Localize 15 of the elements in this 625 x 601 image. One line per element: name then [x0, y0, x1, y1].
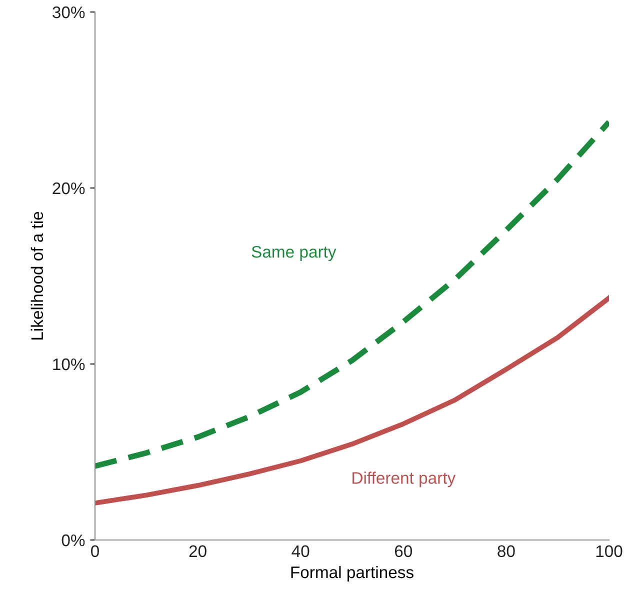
x-tick-label: 40	[292, 545, 310, 558]
x-tick-label: 100	[596, 545, 622, 558]
y-tick-label: 10%	[53, 358, 85, 370]
x-tick-label: 0	[91, 545, 99, 558]
x-tick-label: 60	[394, 545, 412, 558]
y-tick-label: 30%	[52, 6, 85, 18]
y-tick-label: 0%	[62, 534, 85, 546]
y-tick-label: 20%	[52, 182, 85, 194]
series-label: Different party	[352, 472, 456, 488]
x-tick-label: 20	[189, 545, 206, 558]
text: Same party	[252, 246, 336, 262]
x-tick-label: 80	[498, 545, 515, 558]
y-axis-title: Likelihood of a tie	[30, 212, 44, 340]
line-series	[95, 296, 609, 506]
x-axis-title: Formal partiness	[291, 566, 414, 582]
